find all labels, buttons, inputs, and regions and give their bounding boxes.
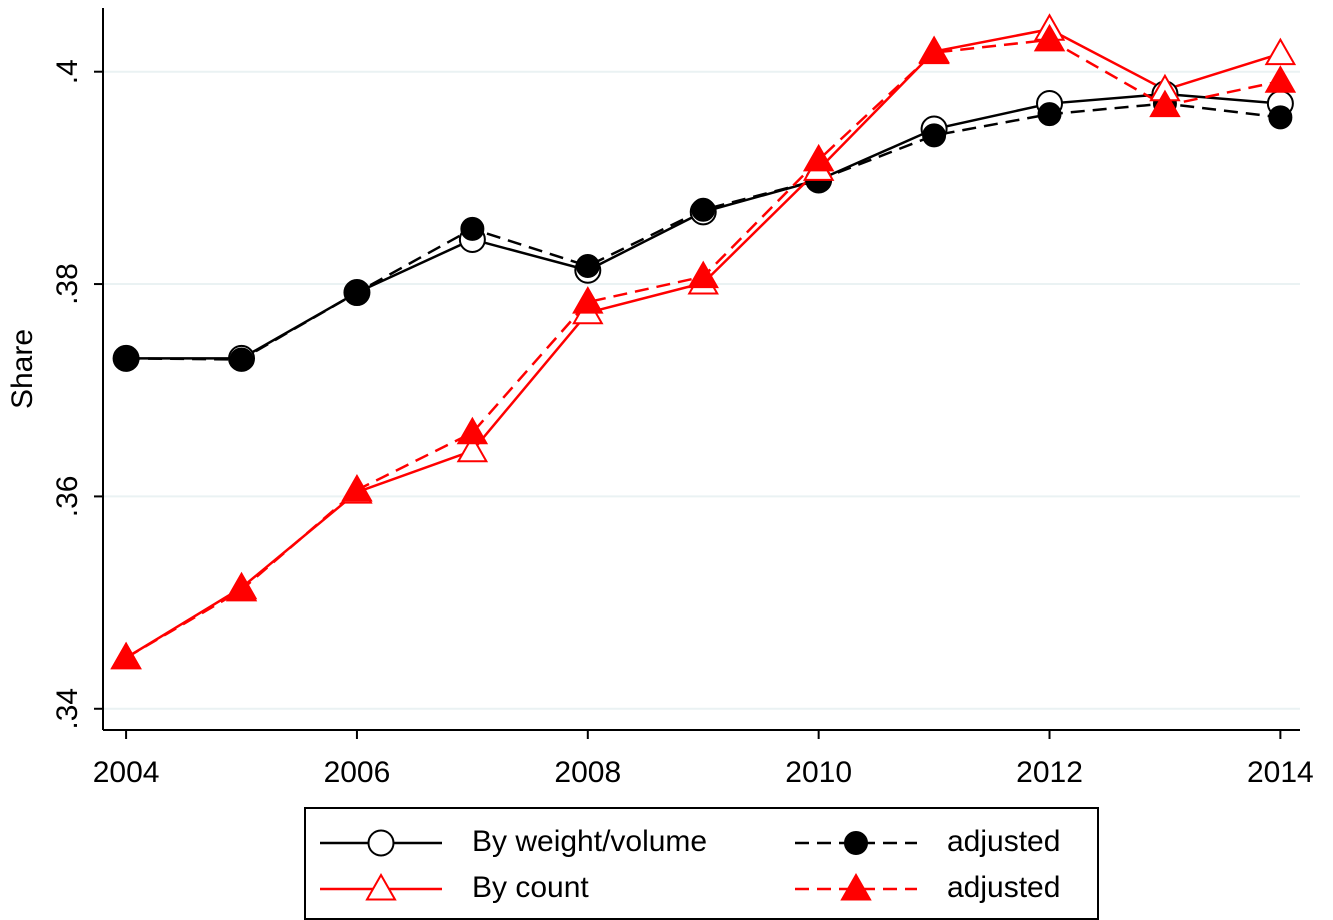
marker: [918, 36, 950, 65]
marker: [229, 347, 254, 372]
legend-marker: [367, 829, 395, 857]
series-line: [126, 102, 1281, 361]
marker: [572, 286, 604, 314]
legend-marker: [365, 872, 397, 901]
marker: [687, 260, 719, 289]
marker: [1268, 105, 1293, 130]
marker: [341, 474, 373, 502]
marker: [110, 641, 142, 670]
x-tick-label: 2008: [554, 756, 621, 789]
y-tick-label: .38: [51, 263, 84, 305]
x-tick-label: 2014: [1247, 756, 1314, 789]
legend-marker: [844, 831, 868, 855]
marker: [1037, 102, 1062, 127]
x-tick-label: 2004: [93, 756, 160, 789]
y-tick-label: .36: [51, 476, 84, 518]
marker: [922, 123, 947, 148]
marker: [1264, 37, 1297, 66]
marker: [456, 416, 489, 445]
legend-label: adjusted: [947, 871, 1060, 904]
x-tick-label: 2012: [1016, 756, 1083, 789]
marker: [456, 434, 489, 463]
legend-box: [304, 807, 1099, 920]
legend-marker: [840, 872, 872, 901]
y-axis-label: Share: [6, 329, 39, 409]
marker: [1149, 89, 1181, 118]
marker: [575, 254, 600, 279]
marker: [344, 280, 369, 305]
legend-label: adjusted: [947, 825, 1060, 858]
x-tick-label: 2010: [785, 756, 852, 789]
marker: [225, 573, 258, 602]
series-line: [126, 92, 1281, 360]
legend-label: By weight/volume: [472, 825, 707, 858]
marker: [114, 346, 139, 371]
marker: [691, 197, 716, 222]
series-line: [125, 27, 1281, 659]
marker: [802, 143, 835, 172]
marker: [460, 216, 485, 241]
marker: [1033, 23, 1066, 52]
series-line: [125, 38, 1281, 659]
x-tick-label: 2006: [324, 756, 391, 789]
marker: [1264, 65, 1297, 93]
y-tick-label: .4: [51, 59, 84, 84]
y-tick-label: .34: [51, 688, 84, 730]
legend-label: By count: [472, 871, 589, 904]
